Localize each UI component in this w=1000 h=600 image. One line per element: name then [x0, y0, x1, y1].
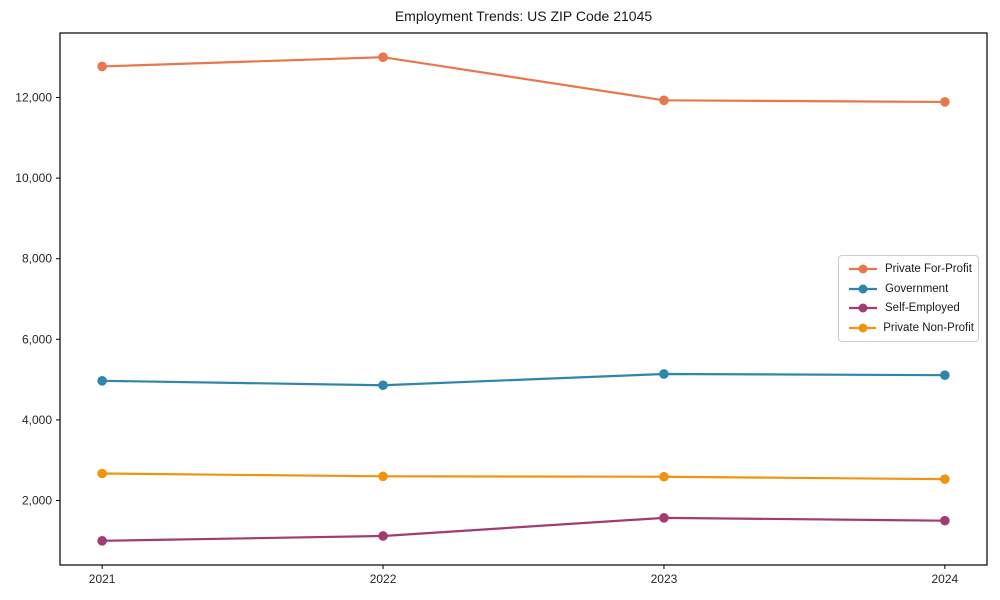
data-point [97, 536, 107, 546]
plot-border [59, 32, 988, 566]
data-point [378, 471, 388, 482]
data-point [97, 468, 107, 479]
data-point [378, 52, 388, 62]
data-point [659, 369, 669, 379]
line-marker-icon [849, 303, 877, 313]
y-tick-label: 12,000 [15, 90, 52, 104]
data-point [940, 474, 950, 484]
data-point [659, 95, 669, 106]
line-marker-icon [849, 264, 877, 274]
series-line [102, 56, 945, 104]
y-tick-label: 6,000 [22, 332, 52, 346]
data-point [659, 471, 669, 482]
chart-title: Employment Trends: US ZIP Code 21045 [394, 8, 653, 24]
series-line [102, 372, 945, 387]
y-tick-label: 2,000 [22, 494, 52, 508]
legend-item: Private Non-Profit [848, 322, 974, 334]
legend: Private For-Profit Government Self-Emplo… [838, 255, 979, 342]
legend-item: Government [848, 283, 974, 295]
legend-item: Private For-Profit [848, 263, 974, 275]
data-point [659, 513, 669, 523]
legend-item: Self-Employed [848, 302, 974, 314]
y-tick-label: 8,000 [22, 252, 52, 266]
line-marker-icon [849, 284, 877, 294]
legend-label: Private For-Profit [885, 262, 972, 275]
legend-label: Government [885, 282, 949, 295]
series-line [102, 472, 945, 481]
data-point [940, 370, 950, 380]
y-tick-label: 10,000 [15, 171, 52, 185]
data-point [378, 531, 388, 541]
data-point [378, 380, 388, 391]
legend-label: Private Non-Profit [883, 322, 974, 335]
data-point [940, 515, 950, 526]
x-tick-label: 2022 [370, 572, 397, 586]
line-marker-icon [849, 323, 877, 333]
legend-label: Self-Employed [885, 302, 960, 315]
x-tick-label: 2021 [89, 572, 116, 586]
series-line [102, 516, 945, 542]
x-tick-label: 2023 [651, 572, 678, 586]
y-tick-label: 4,000 [22, 413, 52, 427]
x-tick-label: 2024 [932, 572, 959, 586]
data-point [97, 61, 107, 72]
data-point [97, 376, 107, 386]
data-point [940, 97, 950, 107]
